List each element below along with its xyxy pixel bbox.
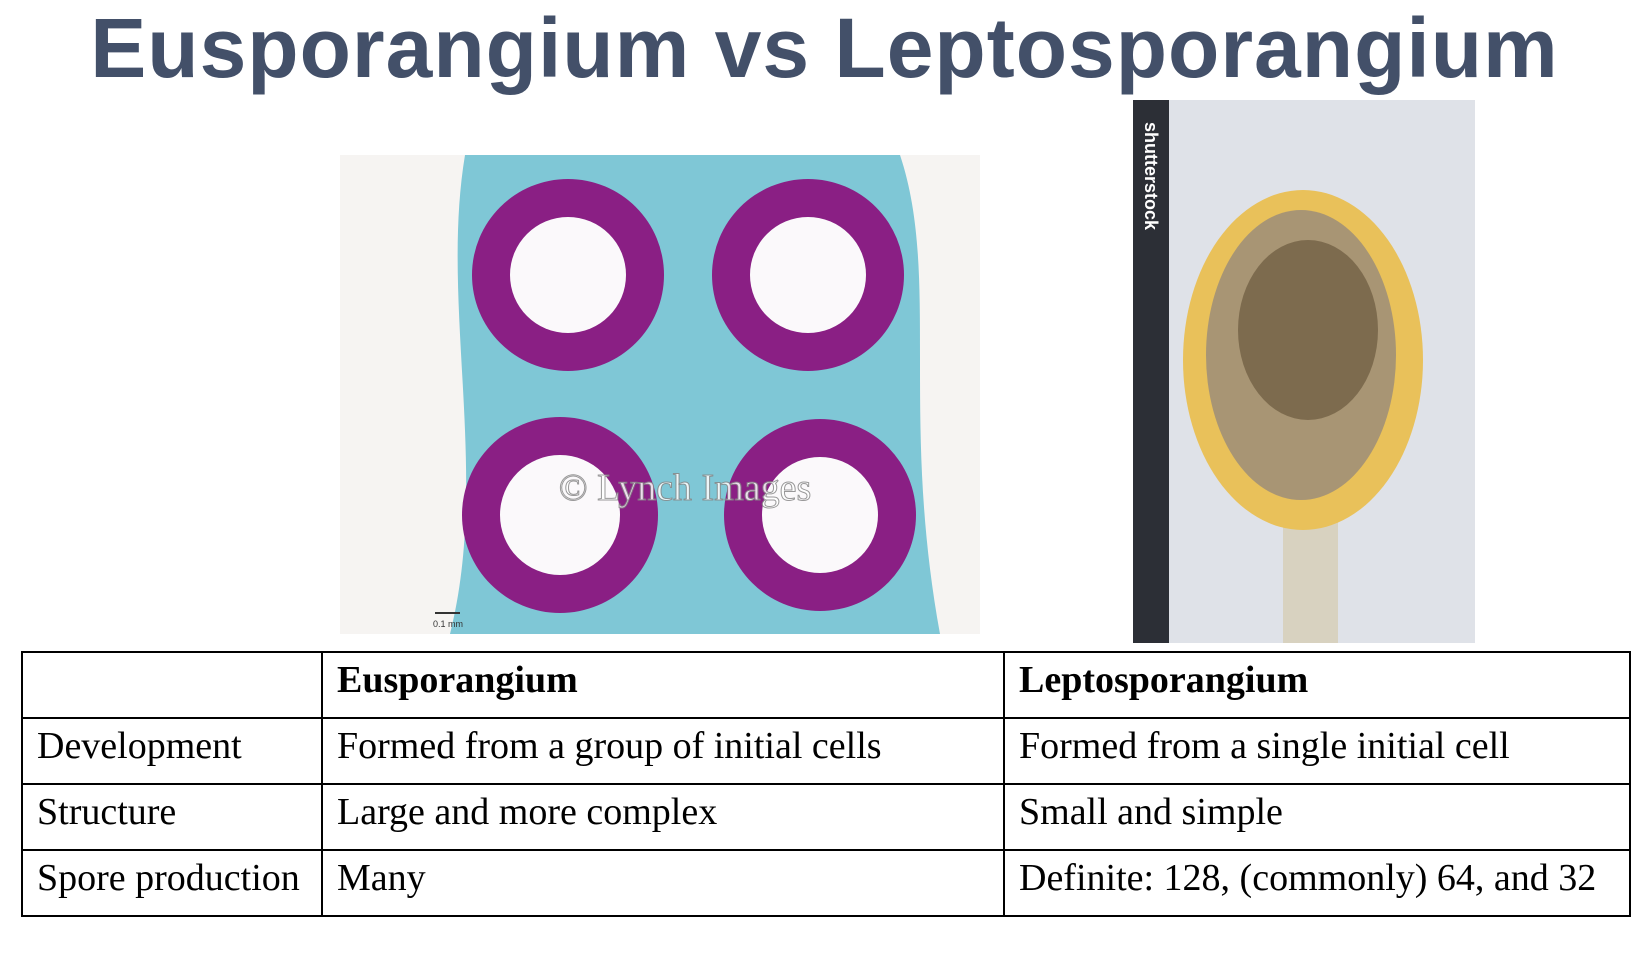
row-header: Structure xyxy=(21,783,323,851)
cell: Formed from a group of initial cells xyxy=(321,717,1005,785)
leptosporangium-image: shutterstock xyxy=(1133,100,1475,643)
eusporangium-image: © Lynch Images 0.1 mm xyxy=(340,155,980,634)
slide-title: Eusporangium vs Leptosporangium xyxy=(90,1,1559,95)
comparison-table: Eusporangium Leptosporangium Development… xyxy=(21,651,1631,917)
watermark: © Lynch Images xyxy=(559,467,812,509)
cell: Many xyxy=(321,849,1005,917)
watermark: shutterstock xyxy=(1141,122,1161,231)
column-header: Eusporangium xyxy=(321,651,1005,719)
row-header: Development xyxy=(21,717,323,785)
column-header: Leptosporangium xyxy=(1003,651,1631,719)
cell: Formed from a single initial cell xyxy=(1003,717,1631,785)
empty-header xyxy=(21,651,323,719)
cell: Definite: 128, (commonly) 64, and 32 xyxy=(1003,849,1631,917)
row-header: Spore production xyxy=(21,849,323,917)
scale-label: 0.1 mm xyxy=(433,619,463,629)
cell: Large and more complex xyxy=(321,783,1005,851)
cell: Small and simple xyxy=(1003,783,1631,851)
